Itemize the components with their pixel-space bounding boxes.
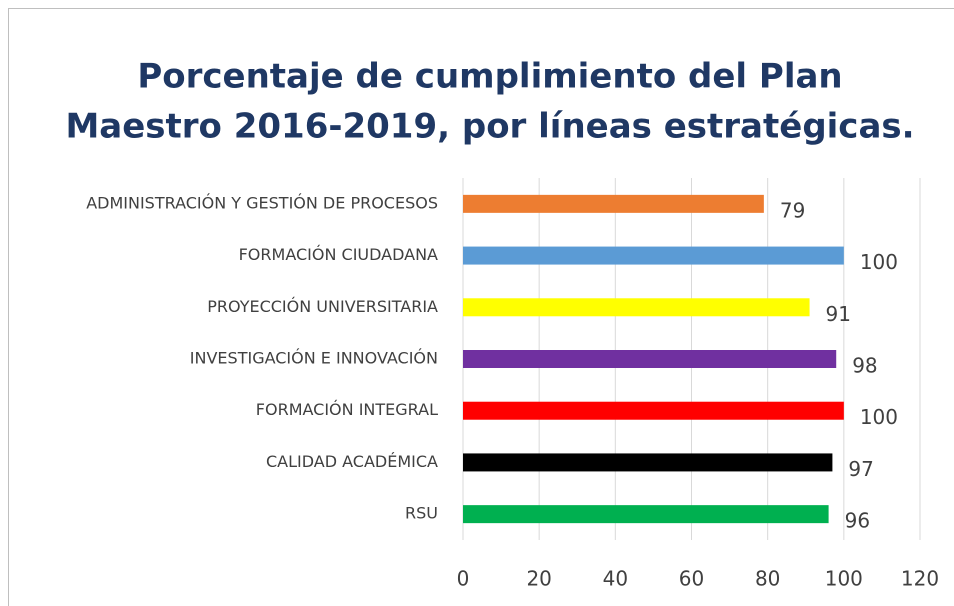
- bar: [463, 505, 829, 524]
- value-label: 96: [845, 509, 870, 533]
- value-label: 97: [848, 457, 873, 481]
- chart-border: [8, 8, 954, 606]
- y-tick-label: RSU: [405, 504, 438, 523]
- bar: [463, 246, 844, 265]
- chart-title: Maestro 2016-2019, por líneas estratégic…: [65, 107, 914, 147]
- value-label: 79: [780, 198, 805, 222]
- y-tick-label: FORMACIÓN CIUDADANA: [239, 245, 438, 264]
- bar: [463, 350, 837, 368]
- x-tick-label: 0: [457, 567, 470, 591]
- value-label: 98: [852, 354, 877, 378]
- x-tick-label: 100: [825, 567, 863, 591]
- x-tick-label: 20: [526, 567, 551, 591]
- x-tick-label: 120: [901, 567, 939, 591]
- x-tick-label: 40: [603, 567, 628, 591]
- y-tick-label: CALIDAD ACADÉMICA: [266, 452, 438, 471]
- value-label: 100: [860, 250, 898, 274]
- y-tick-label: INVESTIGACIÓN E INNOVACIÓN: [190, 349, 438, 368]
- bar: [463, 194, 764, 213]
- y-tick-label: PROYECCIÓN UNIVERSITARIA: [207, 297, 438, 316]
- value-label: 91: [826, 302, 851, 326]
- bar: [463, 298, 810, 317]
- x-tick-label: 60: [679, 567, 704, 591]
- x-tick-label: 80: [755, 567, 780, 591]
- y-tick-label: ADMINISTRACIÓN Y GESTIÓN DE PROCESOS: [86, 193, 438, 212]
- bar: [463, 401, 844, 420]
- bar: [463, 453, 833, 472]
- chart-title: Porcentaje de cumplimiento del Plan: [137, 57, 842, 97]
- value-label: 100: [860, 405, 898, 429]
- y-tick-label: FORMACIÓN INTEGRAL: [256, 400, 438, 419]
